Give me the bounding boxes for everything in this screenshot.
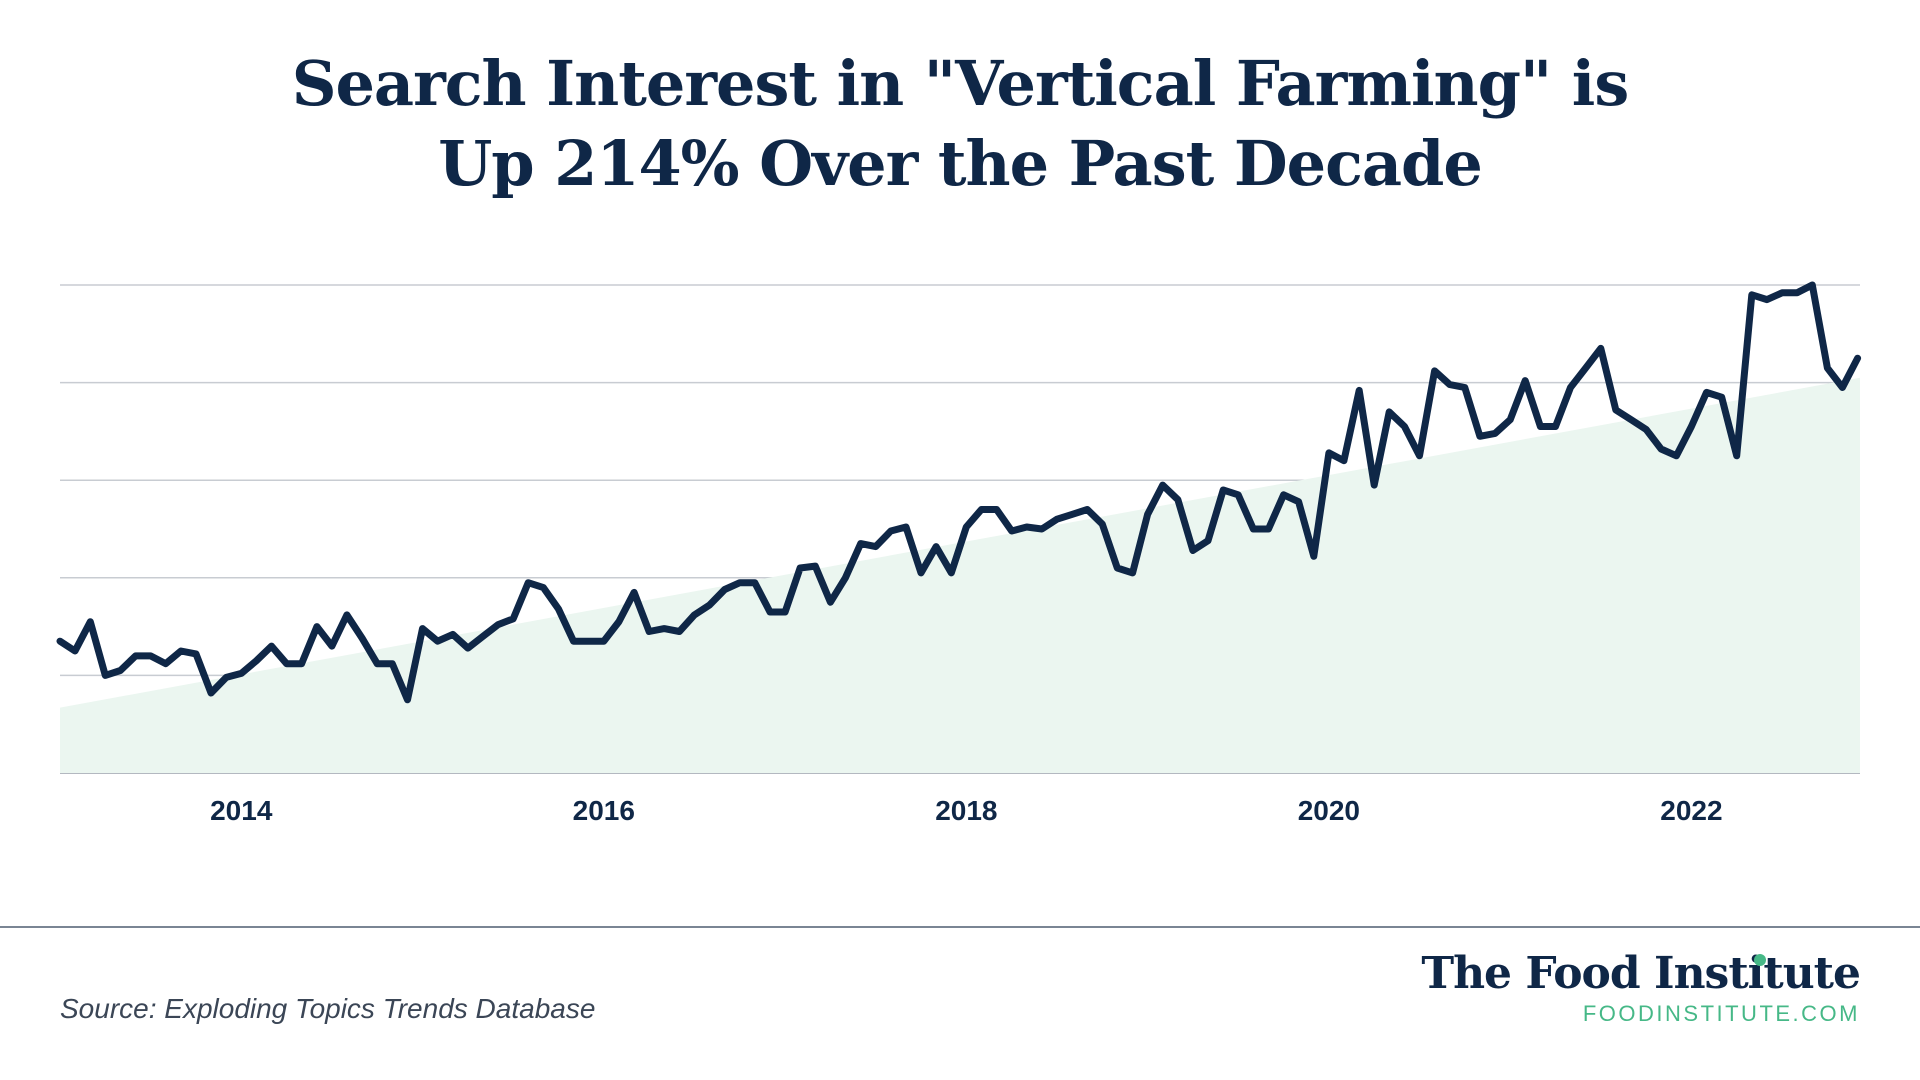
series-line xyxy=(56,281,1862,704)
chart-title-line-2: Up 214% Over the Past Decade xyxy=(438,127,1483,200)
brand-url: FOODINSTITUTE.COM xyxy=(1582,1001,1860,1026)
trend-area xyxy=(60,377,1860,773)
brand-name: The Food Institute xyxy=(1421,948,1861,999)
footer-divider xyxy=(0,926,1920,928)
brand-name-text: The Food Institute xyxy=(1421,948,1861,999)
trend-area-fill xyxy=(60,377,1860,773)
chart-title: Search Interest in "Vertical Farming" is… xyxy=(0,44,1920,204)
x-tick-label: 2018 xyxy=(935,795,997,826)
x-tick-label: 2016 xyxy=(573,795,635,826)
series-polyline xyxy=(56,281,1862,704)
line-chart: 2014 2016 2018 2020 2022 xyxy=(56,281,1862,826)
brand-dot-icon xyxy=(1754,954,1766,966)
source-note: Source: Exploding Topics Trends Database xyxy=(60,993,596,1024)
brand-logo: The Food Institute FOODINSTITUTE.COM xyxy=(1421,948,1861,1027)
chart-title-line-1: Search Interest in "Vertical Farming" is xyxy=(291,47,1630,120)
x-tick-label: 2022 xyxy=(1660,795,1722,826)
x-tick-label: 2020 xyxy=(1298,795,1360,826)
x-axis-ticks: 2014 2016 2018 2020 2022 xyxy=(210,795,1722,826)
x-tick-label: 2014 xyxy=(210,795,273,826)
